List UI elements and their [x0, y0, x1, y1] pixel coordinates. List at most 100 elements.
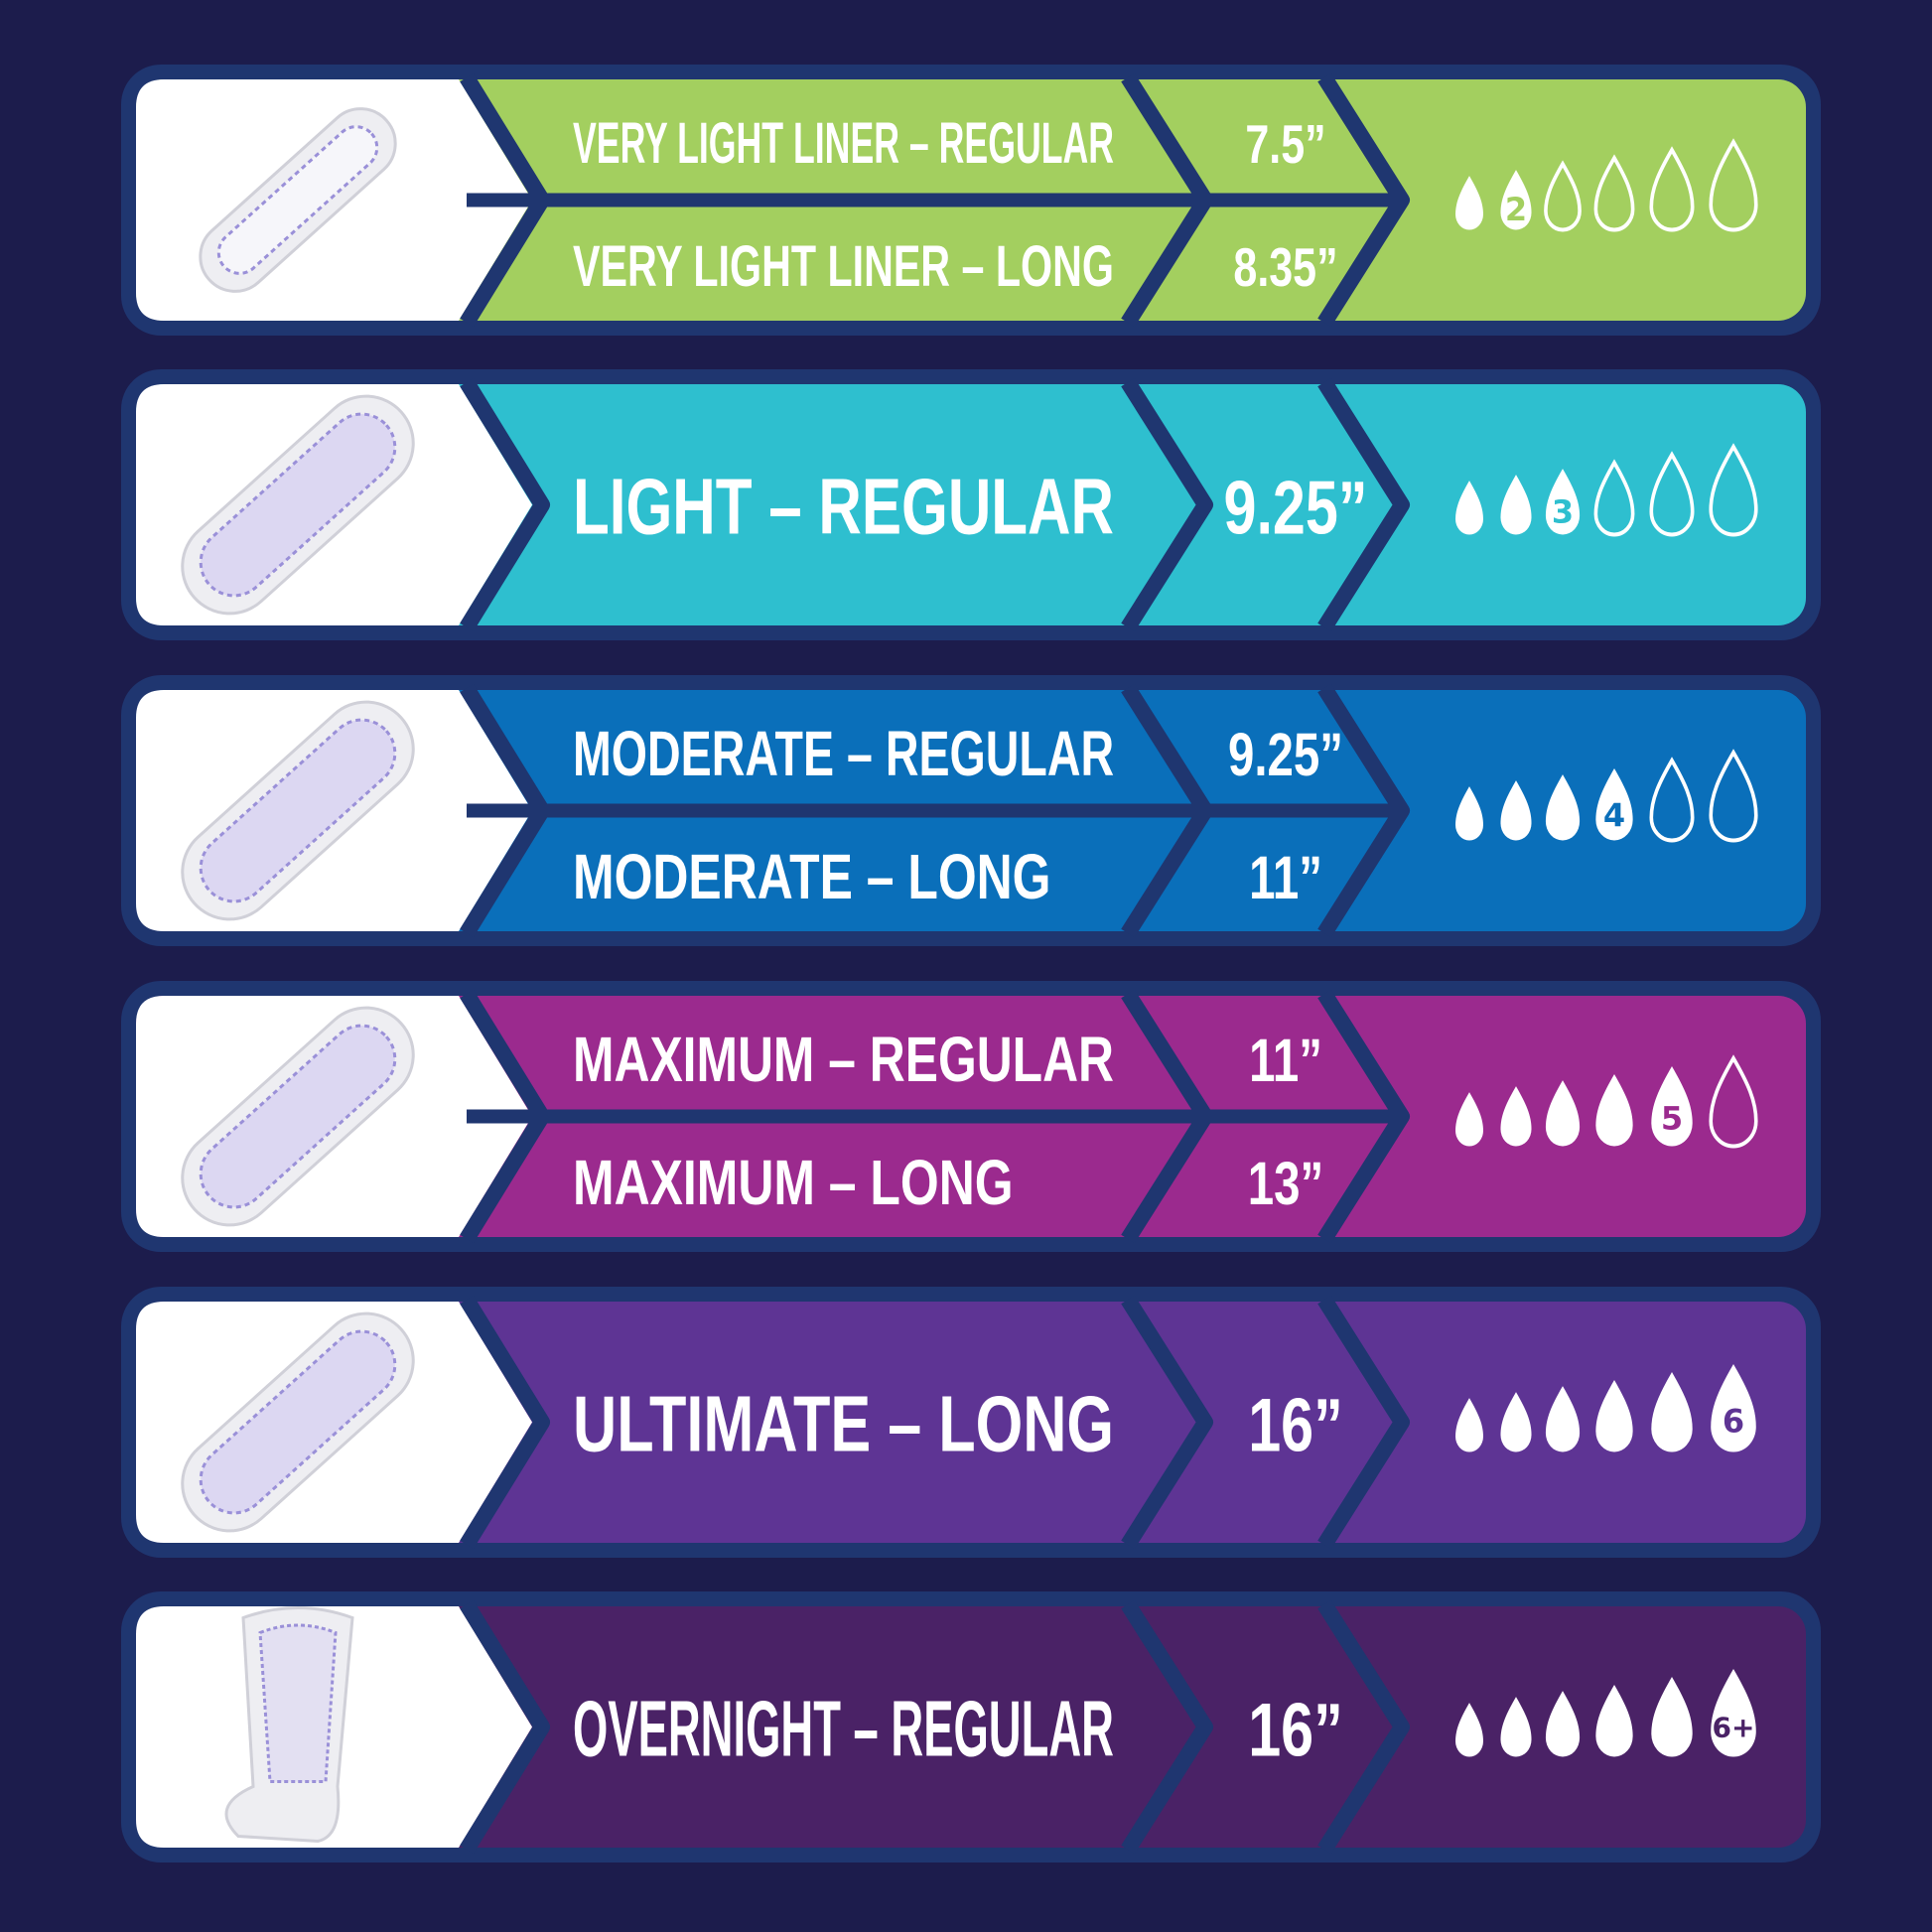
pad-core — [199, 1329, 397, 1515]
drop-filled-icon — [1651, 1066, 1693, 1147]
drop-filled-icon — [1595, 1380, 1633, 1452]
product-name-group: VERY LIGHT LINER – REGULAR — [573, 111, 1114, 176]
product-length-group: 11” — [1249, 1028, 1322, 1095]
drop-filled-icon — [1595, 768, 1633, 841]
product-name: MAXIMUM – LONG — [573, 1148, 1014, 1218]
drop-filled-icon — [1545, 1386, 1581, 1452]
drop-filled-icon — [1500, 1086, 1532, 1147]
product-name: OVERNIGHT – REGULAR — [573, 1684, 1114, 1773]
product-length: 7.5” — [1245, 114, 1325, 175]
row-fill — [136, 1302, 1806, 1543]
drop-filled-icon — [1545, 469, 1581, 535]
absorbency-drops: 6+ — [1455, 1668, 1756, 1757]
absorbency-level-label: 6 — [1723, 1403, 1744, 1441]
absorbency-drops: 6 — [1455, 1363, 1756, 1452]
drop-outline-icon — [1709, 749, 1758, 843]
chevron-divider — [460, 1599, 550, 1855]
absorbency-drops: 2 — [1455, 138, 1758, 232]
drop-outline-icon — [1544, 160, 1582, 232]
row-fill — [136, 1606, 1806, 1848]
pad-core — [216, 125, 379, 275]
product-length-group: 11” — [1249, 845, 1322, 912]
overnight-pad-image — [224, 1606, 354, 1844]
drop-outline-icon — [1649, 757, 1695, 843]
drop-filled-icon — [1455, 481, 1483, 535]
drop-filled-icon — [1455, 176, 1483, 230]
product-length: 13” — [1248, 1151, 1323, 1218]
drop-filled-icon — [1711, 1363, 1756, 1452]
absorbency-level-label: 2 — [1505, 191, 1527, 228]
product-name: VERY LIGHT LINER – REGULAR — [573, 111, 1114, 176]
chevron-divider — [1317, 989, 1410, 1244]
absorbency-drops: 5 — [1455, 1054, 1758, 1149]
drop-filled-icon — [1545, 774, 1581, 841]
product-length-group: 9.25” — [1228, 722, 1343, 789]
product-rows: VERY LIGHT LINER – REGULAR 7.5” VERY LIGHT… — [121, 65, 1821, 1863]
absorbency-drops: 4 — [1455, 749, 1758, 843]
product-length-group: 9.25” — [1224, 466, 1368, 550]
chevron-divider — [460, 1295, 550, 1550]
product-row: ULTIMATE – LONG 16” 6 — [121, 1287, 1821, 1558]
maximum-pad-image — [181, 1006, 415, 1227]
product-name: MAXIMUM – REGULAR — [573, 1025, 1114, 1095]
product-length-group: 8.35” — [1233, 237, 1337, 298]
product-length: 11” — [1249, 1028, 1322, 1095]
product-row: MAXIMUM – REGULAR 11” MAXIMUM – LONG 13” 5 — [121, 981, 1821, 1252]
product-length: 11” — [1249, 845, 1322, 912]
product-length: 9.25” — [1224, 466, 1368, 550]
product-name-group: VERY LIGHT LINER – LONG — [573, 233, 1114, 299]
product-name: LIGHT – REGULAR — [573, 463, 1114, 551]
drop-filled-icon — [1455, 786, 1483, 841]
drop-filled-icon — [1500, 170, 1532, 230]
drop-outline-icon — [1709, 1054, 1758, 1149]
product-length-group: 16” — [1248, 1383, 1343, 1467]
drop-filled-icon — [1500, 1392, 1532, 1452]
drop-outline-icon — [1709, 138, 1758, 232]
drop-outline-icon — [1593, 154, 1635, 232]
product-name-group: LIGHT – REGULAR — [573, 463, 1114, 551]
product-name-group: ULTIMATE – LONG — [573, 1381, 1114, 1469]
product-name: ULTIMATE – LONG — [573, 1381, 1114, 1469]
product-name: VERY LIGHT LINER – LONG — [573, 233, 1114, 299]
row-split-divider — [467, 193, 1400, 207]
product-name-group: MAXIMUM – REGULAR — [573, 1025, 1114, 1095]
chevron-divider — [1317, 1295, 1410, 1550]
chevron-divider — [1121, 377, 1213, 632]
drop-filled-icon — [1595, 1074, 1633, 1147]
absorbency-drops: 3 — [1455, 443, 1758, 537]
drop-filled-icon — [1711, 1668, 1756, 1757]
pad-core — [199, 718, 397, 903]
pad-core — [258, 1623, 338, 1783]
product-length: 9.25” — [1228, 722, 1343, 789]
product-name-group: MODERATE – REGULAR — [573, 718, 1114, 789]
drop-outline-icon — [1593, 459, 1635, 537]
product-row: LIGHT – REGULAR 9.25” 3 — [121, 369, 1821, 640]
chevron-divider — [1121, 1599, 1213, 1855]
drop-filled-icon — [1455, 1703, 1483, 1757]
product-name: MODERATE – LONG — [573, 842, 1050, 912]
drop-filled-icon — [1545, 1080, 1581, 1147]
product-name-group: MAXIMUM – LONG — [573, 1148, 1014, 1218]
product-row: MODERATE – REGULAR 9.25” MODERATE – LONG 11… — [121, 675, 1821, 946]
chevron-divider — [460, 377, 550, 632]
drop-filled-icon — [1651, 1372, 1693, 1452]
pad-core — [199, 1024, 397, 1209]
row-fill — [136, 384, 1806, 625]
row-split-divider — [467, 803, 1400, 818]
product-name-group: MODERATE – LONG — [573, 842, 1050, 912]
ultimate-pad-image — [181, 1311, 415, 1533]
product-length: 16” — [1248, 1383, 1343, 1467]
absorbency-level-label: 5 — [1661, 1100, 1683, 1138]
moderate-pad-image — [181, 700, 415, 921]
product-length: 16” — [1248, 1688, 1343, 1772]
drop-filled-icon — [1500, 475, 1532, 535]
product-length: 8.35” — [1233, 237, 1337, 298]
product-length-group: 16” — [1248, 1688, 1343, 1772]
product-length-group: 13” — [1248, 1151, 1323, 1218]
absorbency-level-label: 3 — [1552, 493, 1574, 531]
product-name-group: OVERNIGHT – REGULAR — [573, 1684, 1114, 1773]
drop-filled-icon — [1545, 1691, 1581, 1757]
liner-pad-image — [199, 107, 397, 293]
chevron-divider — [1121, 1295, 1213, 1550]
